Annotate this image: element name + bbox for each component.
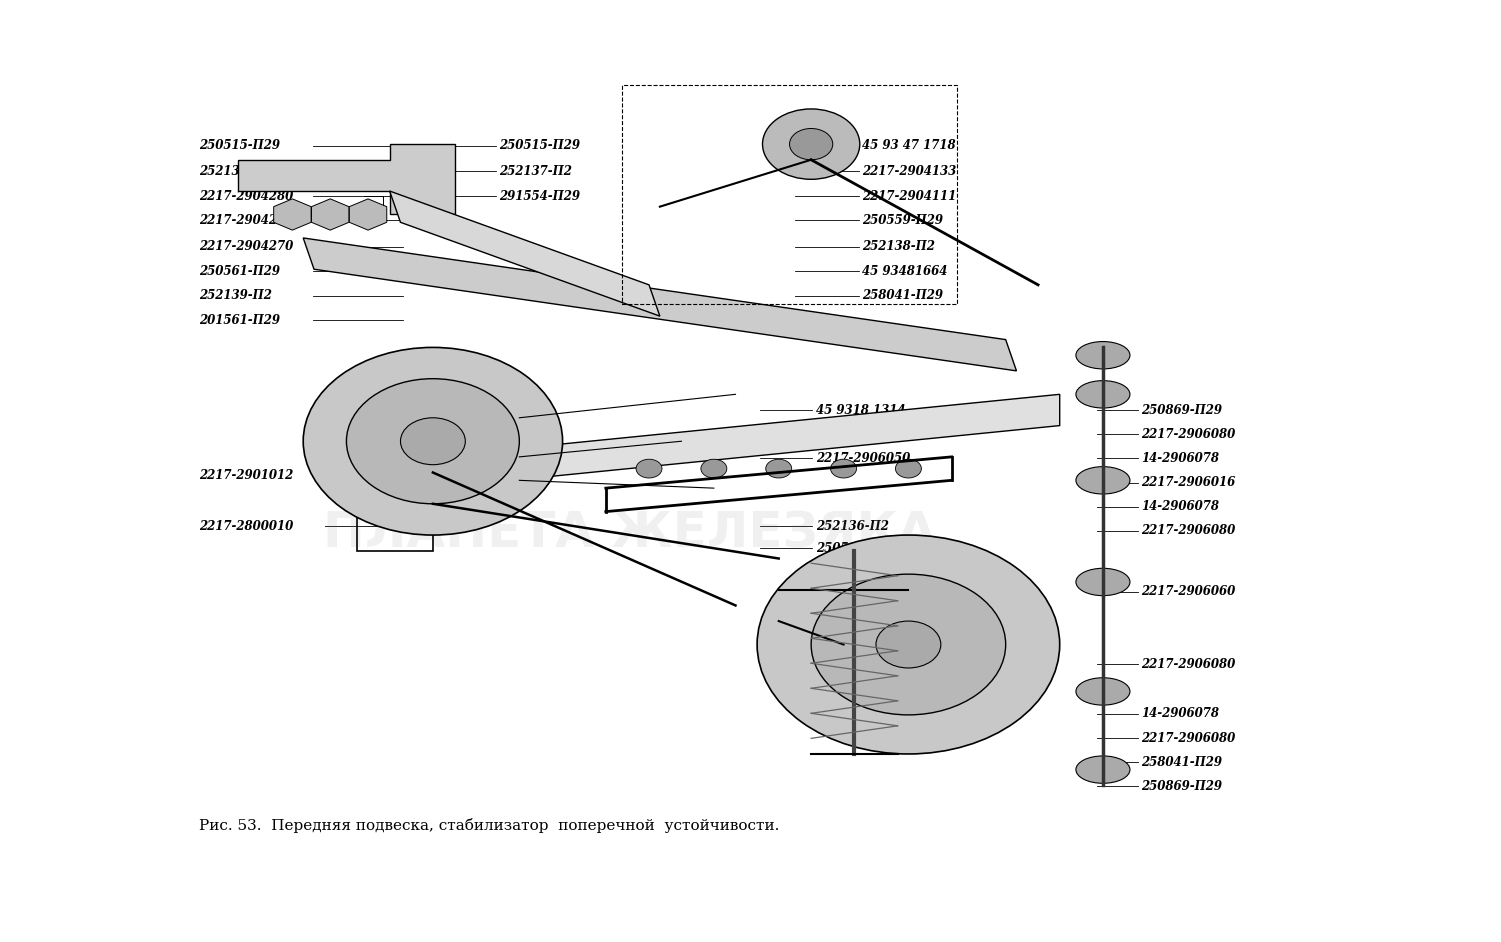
Text: 2217-2906080: 2217-2906080 <box>1141 525 1235 537</box>
Circle shape <box>877 621 941 668</box>
Text: 2217-2904270: 2217-2904270 <box>200 240 294 253</box>
Circle shape <box>401 418 465 464</box>
Text: Рис. 53.  Передняя подвеска, стабилизатор  поперечной  устойчивости.: Рис. 53. Передняя подвеска, стабилизатор… <box>200 818 779 833</box>
Text: 2217-2906016: 2217-2906016 <box>1141 477 1235 490</box>
Text: 252138-П2: 252138-П2 <box>862 240 935 253</box>
Ellipse shape <box>1076 381 1130 408</box>
Text: 2217-2906080: 2217-2906080 <box>1141 732 1235 745</box>
Circle shape <box>636 459 662 478</box>
Circle shape <box>347 379 519 504</box>
Text: 2217-2800010: 2217-2800010 <box>200 520 294 533</box>
Ellipse shape <box>1076 568 1130 595</box>
Text: ПЛАНЕТА ЖЕЛЕЗЯКА: ПЛАНЕТА ЖЕЛЕЗЯКА <box>323 510 937 558</box>
Text: 250869-П29: 250869-П29 <box>1141 780 1222 792</box>
Text: 14-2906078: 14-2906078 <box>1141 500 1219 513</box>
Text: 250515-П29: 250515-П29 <box>500 139 581 153</box>
Circle shape <box>811 575 1006 715</box>
Text: 252139-П2: 252139-П2 <box>200 289 272 302</box>
Text: 2217-2904281: 2217-2904281 <box>200 214 294 227</box>
Text: 2217-2904111: 2217-2904111 <box>862 190 956 203</box>
Text: 2217-2904280: 2217-2904280 <box>200 190 294 203</box>
Ellipse shape <box>1076 677 1130 706</box>
Text: 258041-П29: 258041-П29 <box>862 289 943 302</box>
Polygon shape <box>239 144 455 215</box>
Text: 291554-П29: 291554-П29 <box>500 190 581 203</box>
Text: 2217-2904133: 2217-2904133 <box>862 165 956 178</box>
Text: 252137-П2: 252137-П2 <box>200 165 272 178</box>
Text: 201561-П29: 201561-П29 <box>200 314 281 327</box>
Text: 45 93 47 1718: 45 93 47 1718 <box>862 139 956 153</box>
Text: 2217-2906050: 2217-2906050 <box>817 452 910 464</box>
Text: 2217-2906080: 2217-2906080 <box>1141 428 1235 441</box>
Polygon shape <box>390 191 660 317</box>
Text: 258041-П29: 258041-П29 <box>1141 755 1222 769</box>
Circle shape <box>763 109 860 179</box>
Circle shape <box>766 459 791 478</box>
Ellipse shape <box>1076 755 1130 784</box>
Text: 14-2906078: 14-2906078 <box>1141 707 1219 720</box>
Text: 250515-П29: 250515-П29 <box>200 139 281 153</box>
Text: 252136-П2: 252136-П2 <box>817 520 889 533</box>
Text: 250561-П29: 250561-П29 <box>200 265 281 278</box>
Text: 2217-2901012: 2217-2901012 <box>200 469 294 482</box>
Text: 252137-П2: 252137-П2 <box>500 165 572 178</box>
Text: 250559-П29: 250559-П29 <box>862 214 943 227</box>
Polygon shape <box>432 395 1060 488</box>
Text: 2217-2906040: 2217-2906040 <box>817 428 910 441</box>
Text: 2217-2906060: 2217-2906060 <box>1141 585 1235 598</box>
Ellipse shape <box>1076 466 1130 494</box>
Polygon shape <box>303 238 1016 371</box>
Text: 2217-2906080: 2217-2906080 <box>1141 658 1235 671</box>
Text: 250869-П29: 250869-П29 <box>1141 404 1222 417</box>
Text: 14-2906078: 14-2906078 <box>1141 452 1219 464</box>
Circle shape <box>790 128 833 160</box>
Text: 45 9318 1314: 45 9318 1314 <box>817 404 905 417</box>
Text: 45 93481664: 45 93481664 <box>862 265 947 278</box>
Ellipse shape <box>1076 342 1130 369</box>
Circle shape <box>830 459 857 478</box>
Circle shape <box>701 459 726 478</box>
Circle shape <box>303 348 563 535</box>
Circle shape <box>757 535 1060 754</box>
Text: 250512-П29: 250512-П29 <box>817 542 896 555</box>
Circle shape <box>896 459 922 478</box>
